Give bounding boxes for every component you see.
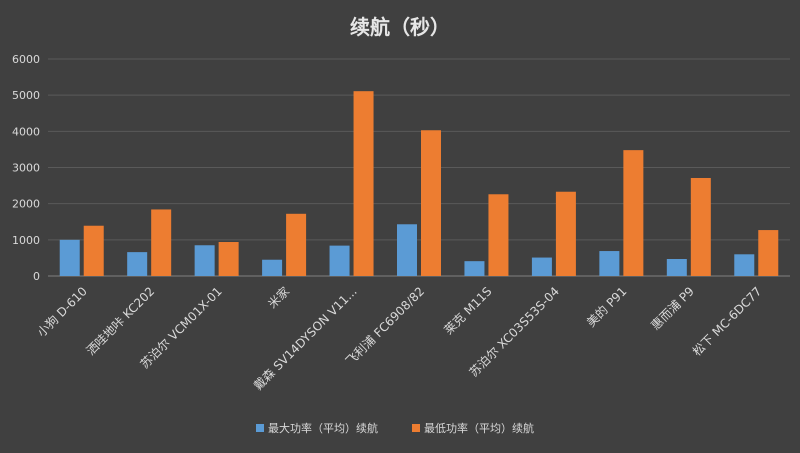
y-tick-label: 0 bbox=[33, 270, 40, 283]
y-tick-label: 4000 bbox=[12, 125, 40, 138]
bar bbox=[353, 91, 374, 277]
x-tick-label: 米家 bbox=[265, 284, 293, 312]
y-tick-label: 3000 bbox=[12, 162, 40, 175]
x-tick-label: 洒哇地咔 KC202 bbox=[84, 284, 158, 358]
bar bbox=[599, 251, 620, 276]
y-tick-label: 2000 bbox=[12, 198, 40, 211]
bar bbox=[59, 239, 80, 276]
bar bbox=[666, 259, 687, 276]
legend: 最大功率（平均）续航 最低功率（平均）续航 bbox=[256, 421, 534, 435]
x-tick-label: 美的 P91 bbox=[583, 284, 629, 330]
bar bbox=[555, 191, 576, 276]
bar bbox=[397, 224, 417, 276]
bar bbox=[83, 225, 104, 276]
bar bbox=[464, 261, 485, 276]
gridlines bbox=[48, 58, 790, 277]
bar bbox=[531, 257, 552, 276]
bar bbox=[421, 130, 441, 276]
bar bbox=[623, 150, 644, 276]
chart-title: 续航（秒） bbox=[350, 15, 450, 39]
x-tick-label: 松下 MC-6DC77 bbox=[690, 284, 765, 359]
bar bbox=[329, 245, 350, 276]
bar bbox=[734, 254, 755, 276]
legend-label: 最低功率（平均）续航 bbox=[424, 421, 534, 435]
y-axis-ticks: 0 1000 2000 3000 4000 5000 6000 bbox=[12, 53, 40, 283]
bar bbox=[194, 245, 215, 276]
bar bbox=[151, 209, 172, 276]
bar bbox=[218, 242, 239, 276]
legend-swatch bbox=[412, 424, 420, 432]
legend-swatch bbox=[256, 424, 264, 432]
bar bbox=[690, 177, 711, 276]
legend-label: 最大功率（平均）续航 bbox=[268, 421, 378, 435]
y-tick-label: 1000 bbox=[12, 234, 40, 247]
y-tick-label: 6000 bbox=[12, 53, 40, 66]
x-tick-label: 小狗 D-610 bbox=[34, 284, 89, 339]
bar bbox=[286, 213, 307, 276]
x-tick-label: 惠而浦 P9 bbox=[648, 284, 697, 333]
bars bbox=[59, 91, 779, 277]
y-tick-label: 5000 bbox=[12, 89, 40, 102]
bar bbox=[262, 259, 283, 276]
x-tick-label: 莱克 M11S bbox=[441, 284, 494, 337]
bar bbox=[758, 230, 779, 276]
bar bbox=[488, 194, 509, 276]
bar bbox=[127, 252, 148, 276]
